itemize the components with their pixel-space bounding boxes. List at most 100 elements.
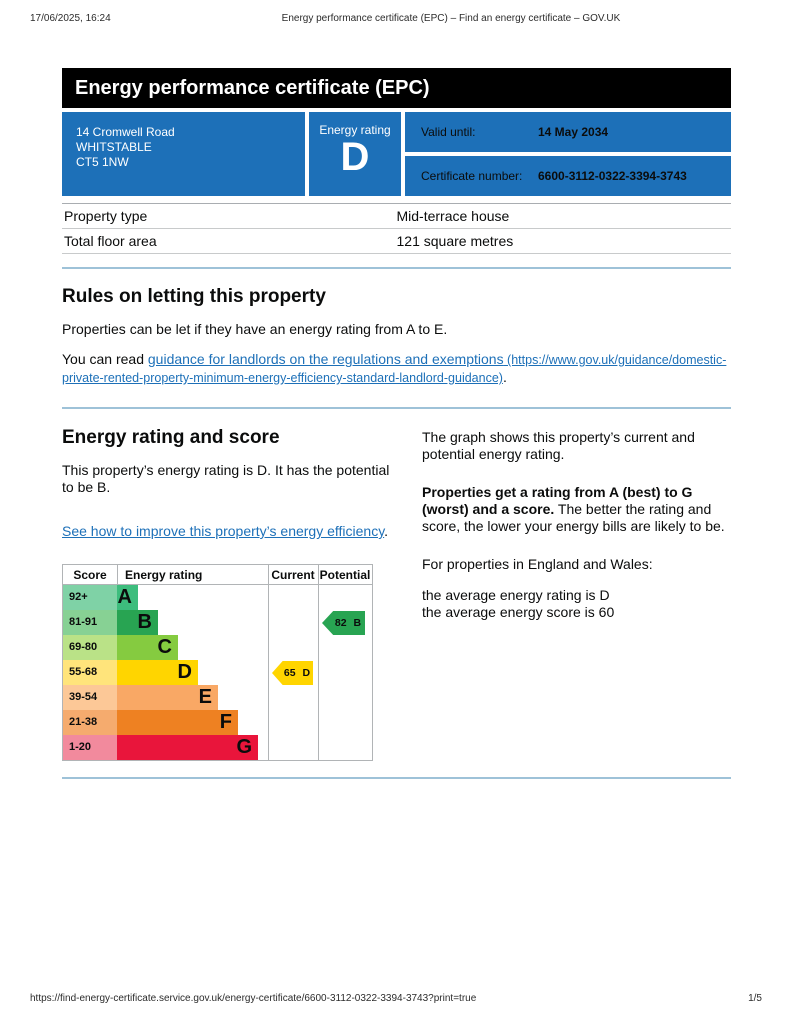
average-score-line: the average energy score is 60 xyxy=(422,604,615,620)
landlord-guidance-link[interactable]: guidance for landlords on the regulation… xyxy=(62,351,726,385)
property-type-label: Property type xyxy=(64,208,148,224)
certificate-summary-box: 14 Cromwell Road WHITSTABLE CT5 1NW Ener… xyxy=(62,112,731,196)
epc-band-row-d: 55-68 D xyxy=(63,660,372,685)
band-bar-area: A xyxy=(117,585,268,610)
rules-guidance-paragraph: You can read guidance for landlords on t… xyxy=(62,351,731,387)
table-row: Total floor area 121 square metres xyxy=(62,229,731,254)
current-letter: D xyxy=(302,667,311,679)
print-header: 17/06/2025, 16:24 Energy performance cer… xyxy=(30,13,762,24)
print-footer: https://find-energy-certificate.service.… xyxy=(30,993,762,1004)
table-row: Property type Mid-terrace house xyxy=(62,204,731,229)
guidance-text-suffix: . xyxy=(502,369,507,385)
improve-efficiency-link[interactable]: See how to improve this property’s energ… xyxy=(62,523,385,539)
certificate-meta-panel: Valid until: 14 May 2034 Certificate num… xyxy=(405,112,731,196)
epc-rating-chart: Score Energy rating Current Potential 92+ A 8… xyxy=(62,564,373,761)
band-bar-c: C xyxy=(117,635,178,660)
band-bar-b: B xyxy=(117,610,158,635)
band-bar-area: F xyxy=(117,710,268,735)
valid-until-value: 14 May 2034 xyxy=(538,125,609,139)
average-rating-paragraph: the average energy rating is D the avera… xyxy=(422,587,731,621)
band-score-range: 1-20 xyxy=(63,735,117,760)
band-bar-area: D xyxy=(117,660,268,685)
section-divider xyxy=(62,777,731,779)
print-footer-page-number: 1/5 xyxy=(748,993,762,1004)
average-rating-line: the average energy rating is D xyxy=(422,587,610,603)
band-score-range: 39-54 xyxy=(63,685,117,710)
band-score-range: 55-68 xyxy=(63,660,117,685)
band-bar-area: E xyxy=(117,685,268,710)
certificate-number-value: 6600-3112-0322-3394-3743 xyxy=(538,169,687,183)
landlord-guidance-link-text: guidance for landlords on the regulation… xyxy=(147,351,504,367)
potential-score: 82 xyxy=(334,617,347,629)
band-bar-d: D xyxy=(117,660,198,685)
chart-header-current: Current xyxy=(271,567,315,582)
potential-rating-marker: 82 B xyxy=(322,611,365,635)
section-divider xyxy=(62,267,731,269)
epc-chart-header: Score Energy rating Current Potential xyxy=(63,565,372,585)
certificate-number-label: Certificate number: xyxy=(421,169,523,183)
property-address-panel: 14 Cromwell Road WHITSTABLE CT5 1NW xyxy=(62,112,305,196)
epc-band-row-b: 81-91 B xyxy=(63,610,372,635)
floor-area-label: Total floor area xyxy=(64,233,157,249)
epc-band-row-f: 21-38 F xyxy=(63,710,372,735)
section-divider xyxy=(62,407,731,409)
certificate-banner: Energy performance certificate (EPC) xyxy=(62,68,731,108)
valid-until-label: Valid until: xyxy=(421,125,476,139)
chart-column-divider xyxy=(117,565,118,585)
floor-area-value: 121 square metres xyxy=(396,233,514,249)
chart-column-divider xyxy=(268,565,269,760)
chart-header-energy-rating: Energy rating xyxy=(125,567,203,582)
chart-header-potential: Potential xyxy=(319,567,371,582)
energy-rating-section: Energy rating and score This property’s … xyxy=(62,427,731,761)
energy-rating-panel: Energy rating D xyxy=(309,112,401,196)
rating-right-column: The graph shows this property’s current … xyxy=(422,427,731,761)
print-page-title: Energy performance certificate (EPC) – F… xyxy=(281,13,621,24)
address-line-3: CT5 1NW xyxy=(76,155,129,169)
rules-paragraph: Properties can be let if they have an en… xyxy=(62,321,448,337)
band-bar-e: E xyxy=(117,685,218,710)
band-score-range: 69-80 xyxy=(63,635,117,660)
epc-band-row-e: 39-54 E xyxy=(63,685,372,710)
certificate-number-row: Certificate number: 6600-3112-0322-3394-… xyxy=(405,156,731,196)
current-score: 65 xyxy=(283,667,296,679)
improve-link-wrap: See how to improve this property’s energ… xyxy=(62,523,388,540)
epc-band-row-c: 69-80 C xyxy=(63,635,372,660)
improve-link-suffix: . xyxy=(384,523,389,539)
property-type-value: Mid-terrace house xyxy=(396,208,510,224)
england-wales-paragraph: For properties in England and Wales: xyxy=(422,556,653,572)
epc-band-row-a: 92+ A xyxy=(63,585,372,610)
print-timestamp: 17/06/2025, 16:24 xyxy=(30,13,111,24)
rating-summary-paragraph: This property’s energy rating is D. It h… xyxy=(62,462,390,495)
energy-rating-label: Energy rating xyxy=(319,123,391,137)
band-bar-area: B xyxy=(117,610,268,635)
band-bar-g: G xyxy=(117,735,258,760)
guidance-text-prefix: You can read xyxy=(62,351,148,367)
band-score-range: 81-91 xyxy=(63,610,117,635)
band-bar-a: A xyxy=(117,585,138,610)
chart-column-divider xyxy=(318,565,319,760)
rating-left-column: Energy rating and score This property’s … xyxy=(62,427,392,761)
banner-title: Energy performance certificate (EPC) xyxy=(75,77,430,99)
band-score-range: 21-38 xyxy=(63,710,117,735)
band-score-range: 92+ xyxy=(63,585,117,610)
band-bar-f: F xyxy=(117,710,238,735)
address-line-2: WHITSTABLE xyxy=(76,140,152,154)
landlord-guidance-link-url: (https://www.gov.uk/guidance/domestic-pr… xyxy=(62,353,727,385)
print-footer-url: https://find-energy-certificate.service.… xyxy=(30,993,477,1004)
address-line-1: 14 Cromwell Road xyxy=(76,125,175,139)
potential-letter: B xyxy=(353,617,362,629)
rules-heading: Rules on letting this property xyxy=(62,286,326,307)
property-details-table: Property type Mid-terrace house Total fl… xyxy=(62,203,731,254)
energy-rating-value: D xyxy=(340,135,370,179)
rating-explainer-bold: Properties get a rating from A (best) to… xyxy=(422,484,693,517)
rating-heading: Energy rating and score xyxy=(62,427,280,448)
epc-chart-body: 92+ A 81-91 B 69-80 C 55-68 D 39-54 E 21-38 F 1-20 G xyxy=(63,585,372,760)
graph-description-paragraph: The graph shows this property’s current … xyxy=(422,429,695,462)
certificate-page: Energy performance certificate (EPC) 14 … xyxy=(62,68,731,779)
chart-header-score: Score xyxy=(73,567,107,582)
epc-band-row-g: 1-20 G xyxy=(63,735,372,760)
band-bar-area: G xyxy=(117,735,268,760)
band-bar-area: C xyxy=(117,635,268,660)
rating-explainer-paragraph: Properties get a rating from A (best) to… xyxy=(422,484,731,535)
valid-until-row: Valid until: 14 May 2034 xyxy=(405,112,731,152)
